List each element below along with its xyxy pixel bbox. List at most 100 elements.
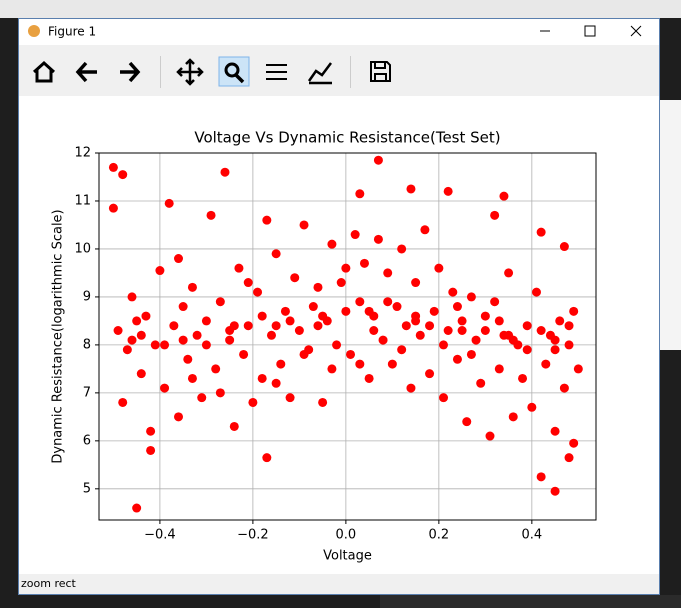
zoom-icon-handle — [234, 73, 245, 84]
status-bar — [19, 575, 659, 594]
x-tick-label: 0.4 — [521, 528, 542, 543]
point — [229, 421, 239, 431]
point — [364, 306, 374, 316]
chart-title: Voltage Vs Dynamic Resistance(Test Set) — [194, 129, 500, 147]
point — [536, 227, 546, 237]
x-tick-label: 0.0 — [336, 528, 357, 543]
pan-button[interactable] — [176, 58, 204, 86]
point — [355, 189, 365, 199]
point — [383, 268, 393, 278]
subplots-button[interactable] — [266, 64, 287, 80]
close-button[interactable] — [630, 25, 642, 37]
point — [146, 445, 156, 455]
point — [452, 354, 462, 364]
point — [439, 393, 449, 403]
point — [285, 393, 295, 403]
point — [206, 210, 216, 220]
point — [220, 167, 230, 177]
point — [564, 453, 574, 463]
point — [397, 345, 407, 355]
point — [536, 326, 546, 336]
point — [127, 292, 137, 302]
y-tick-label: 5 — [83, 481, 91, 496]
point — [518, 373, 528, 383]
point — [234, 263, 244, 273]
point — [397, 244, 407, 254]
point — [457, 326, 467, 336]
point — [494, 316, 504, 326]
point — [178, 335, 188, 345]
point — [108, 162, 118, 172]
point — [271, 321, 281, 331]
y-tick-label: 12 — [74, 146, 91, 161]
maximize-button[interactable] — [584, 25, 596, 37]
zoom-button[interactable] — [218, 56, 250, 87]
point — [215, 297, 225, 307]
back-button[interactable] — [75, 61, 97, 83]
point — [248, 397, 258, 407]
point — [150, 340, 160, 350]
point — [201, 340, 211, 350]
point — [452, 302, 462, 312]
title-bar — [19, 19, 659, 45]
point — [197, 393, 207, 403]
point — [373, 234, 383, 244]
forward-button[interactable] — [120, 61, 141, 83]
point — [318, 397, 328, 407]
status-text: zoom rect — [21, 577, 77, 590]
point — [443, 326, 453, 336]
point — [373, 155, 383, 165]
point — [411, 316, 421, 326]
point — [466, 349, 476, 359]
point — [443, 186, 453, 196]
point — [406, 383, 416, 393]
ide-panel — [660, 100, 681, 350]
point — [243, 321, 253, 331]
point — [257, 311, 267, 321]
home-button[interactable] — [32, 60, 56, 83]
point — [299, 220, 309, 230]
point — [243, 278, 253, 288]
point — [494, 364, 504, 374]
point — [550, 486, 560, 496]
point — [355, 359, 365, 369]
point — [564, 340, 574, 350]
point — [346, 349, 356, 359]
point — [294, 326, 304, 336]
point — [271, 249, 281, 259]
point — [141, 311, 151, 321]
point — [174, 254, 184, 264]
point — [108, 203, 118, 213]
ide-editor — [380, 595, 681, 608]
point — [359, 258, 369, 268]
y-tick-label: 8 — [83, 337, 91, 352]
point — [504, 268, 514, 278]
point — [271, 378, 281, 388]
point — [434, 263, 444, 273]
point — [462, 417, 472, 427]
point — [425, 321, 435, 331]
point — [308, 302, 318, 312]
point — [118, 170, 128, 180]
point — [490, 297, 500, 307]
point — [127, 335, 137, 345]
point — [280, 306, 290, 316]
point — [420, 225, 430, 235]
point — [550, 426, 560, 436]
save-button[interactable] — [370, 61, 391, 82]
point — [504, 330, 514, 340]
axes-button[interactable] — [307, 62, 332, 85]
point — [160, 340, 170, 350]
point — [350, 230, 360, 240]
point — [187, 282, 197, 292]
point — [118, 397, 128, 407]
point — [457, 316, 467, 326]
window-icon — [28, 25, 40, 37]
x-tick-label: −0.4 — [144, 528, 176, 543]
point — [559, 242, 569, 252]
x-tick-label: −0.2 — [237, 528, 269, 543]
point — [550, 345, 560, 355]
point — [383, 297, 393, 307]
point — [262, 453, 272, 463]
